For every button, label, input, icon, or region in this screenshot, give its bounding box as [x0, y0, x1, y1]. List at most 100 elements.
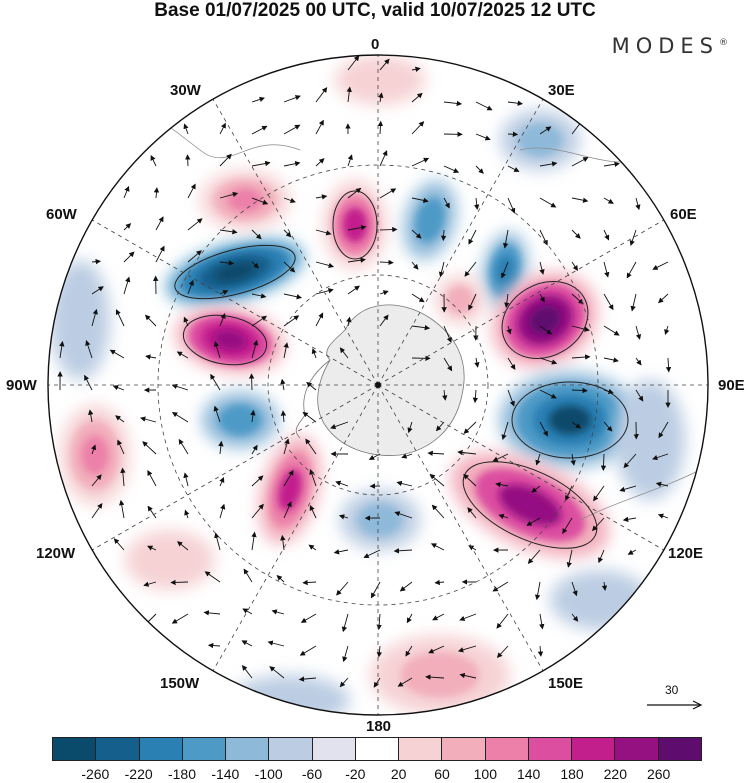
wind-arrow — [347, 187, 362, 199]
wind-arrow — [117, 439, 125, 455]
wind-arrow — [457, 449, 477, 456]
wind-arrow — [507, 165, 520, 172]
wind-arrow — [440, 229, 447, 242]
wind-arrow — [142, 441, 157, 455]
wind-arrow — [496, 613, 509, 629]
wind-arrow — [635, 325, 642, 340]
wind-arrow — [593, 485, 605, 502]
wind-arrow — [571, 325, 590, 332]
wind-arrow — [347, 285, 360, 295]
wind-arrow — [655, 481, 669, 487]
meridian-line — [377, 219, 664, 386]
wind-arrow — [379, 314, 389, 327]
wind-arrow — [603, 325, 620, 336]
wind-arrow — [492, 453, 509, 462]
wind-arrow — [219, 313, 226, 327]
wind-arrow — [283, 438, 290, 455]
height-contours — [174, 190, 629, 549]
wind-arrow — [539, 421, 548, 437]
wind-arrow — [507, 357, 516, 370]
wind-arrow — [306, 381, 317, 391]
colorbar-tick-label: 220 — [603, 766, 628, 782]
wind-arrow — [155, 216, 164, 231]
brand-mark: ® — [719, 38, 728, 48]
wind-arrow — [468, 545, 477, 551]
wind-vectors — [57, 55, 672, 688]
wind-arrow — [406, 613, 413, 624]
wind-arrow — [539, 613, 545, 630]
wind-arrow — [434, 579, 445, 586]
wind-arrow — [425, 674, 445, 680]
height-contour-line — [511, 381, 629, 459]
wind-arrow — [498, 513, 509, 520]
wind-arrow — [91, 474, 102, 487]
colorbar-segment — [658, 738, 701, 760]
wind-arrow — [474, 357, 480, 368]
wind-arrow — [603, 357, 619, 363]
anomaly-contour-fill — [50, 260, 110, 380]
wind-arrow — [411, 66, 421, 72]
wind-arrow — [308, 544, 317, 551]
wind-arrow — [315, 119, 324, 135]
wind-arrow — [657, 513, 669, 519]
wind-arrow — [219, 229, 238, 235]
wind-arrow — [347, 55, 360, 71]
wind-arrow — [283, 342, 289, 359]
wind-arrow — [315, 194, 328, 200]
wind-arrow — [539, 197, 557, 208]
wind-arrow — [309, 504, 317, 519]
wind-arrow — [603, 421, 613, 432]
colorbar-tick-label: 20 — [390, 766, 407, 782]
wind-arrow — [502, 229, 509, 249]
colorbar-tick-label: -100 — [254, 766, 283, 782]
wind-arrow — [472, 389, 479, 404]
wind-arrow — [171, 613, 189, 624]
meridian-line — [377, 99, 544, 386]
anomaly-contour-fill — [517, 123, 563, 157]
wind-arrow — [251, 503, 264, 519]
wind-arrow — [468, 293, 477, 311]
wind-arrow — [341, 613, 349, 633]
wind-arrow — [411, 261, 419, 270]
height-contour-line — [174, 244, 296, 300]
wind-arrow — [664, 325, 670, 335]
colorbar-segment — [182, 738, 227, 760]
wind-arrow — [271, 609, 285, 615]
wind-arrow — [143, 581, 157, 587]
wind-arrow — [115, 309, 125, 327]
wind-arrow — [315, 229, 332, 236]
wind-arrow — [299, 645, 317, 656]
wind-arrow — [183, 316, 189, 327]
wind-arrow — [527, 549, 541, 564]
anomaly-contour-fill — [213, 330, 247, 350]
colorbar-tick-label: 180 — [560, 766, 584, 782]
wind-arrow — [123, 223, 132, 231]
meridian-line — [377, 384, 664, 551]
wind-arrow — [430, 543, 445, 551]
wind-arrow — [566, 549, 573, 568]
wind-arrow — [176, 541, 189, 551]
wind-arrow — [276, 574, 285, 583]
anomaly-contour-fill — [335, 55, 425, 105]
wind-arrow — [145, 354, 157, 360]
wind-arrow — [635, 357, 642, 366]
wind-arrow — [630, 293, 637, 312]
wind-arrow — [539, 229, 548, 246]
colorbar-tick-label: 260 — [646, 766, 671, 782]
wind-arrow — [379, 226, 398, 233]
wind-arrow — [183, 123, 189, 135]
wind-arrow — [535, 453, 541, 466]
wind-arrow — [283, 469, 294, 487]
wind-arrow — [603, 161, 620, 167]
wind-arrow — [342, 645, 349, 663]
wind-arrow — [429, 473, 445, 487]
wind-arrow — [600, 453, 607, 471]
wind-arrow — [140, 416, 157, 423]
colorbar-tick-label: 100 — [473, 766, 498, 782]
wind-arrow — [305, 438, 317, 455]
anomaly-contour-fill — [230, 675, 350, 715]
modes-logo: MODES® — [612, 34, 728, 58]
wind-arrow — [120, 467, 126, 487]
wind-arrow — [507, 100, 523, 106]
wind-arrow — [171, 412, 189, 423]
